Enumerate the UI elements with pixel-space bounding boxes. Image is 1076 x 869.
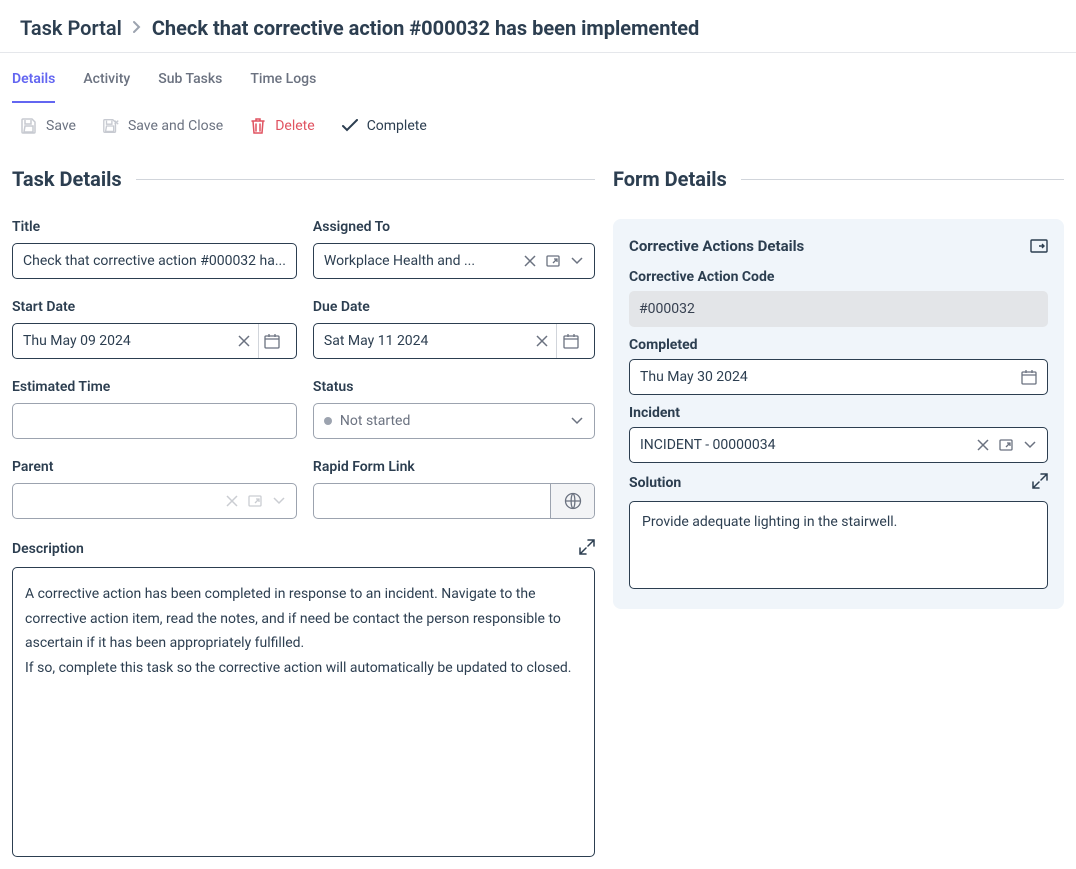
expand-icon[interactable] [579, 539, 595, 559]
completed-input[interactable]: Thu May 30 2024 [629, 359, 1048, 395]
link-label: Rapid Form Link [313, 459, 595, 475]
section-head-form: Form Details [613, 167, 1064, 191]
clear-icon[interactable] [238, 335, 250, 347]
chevron-down-icon[interactable] [1023, 440, 1037, 450]
complete-label: Complete [367, 118, 427, 134]
save-close-button[interactable]: Save and Close [102, 117, 223, 135]
globe-icon[interactable] [550, 484, 594, 518]
open-icon[interactable] [999, 439, 1013, 451]
toolbar: Save Save and Close Delete Complete [0, 103, 1076, 149]
start-label: Start Date [12, 299, 297, 315]
assigned-label: Assigned To [313, 219, 595, 235]
status-dot-icon [324, 417, 332, 425]
clear-icon[interactable] [977, 439, 989, 451]
panel-open-icon[interactable] [1030, 239, 1048, 253]
calendar-icon[interactable] [556, 324, 584, 358]
code-input: #000032 [629, 291, 1048, 327]
status-label: Status [313, 379, 595, 395]
est-label: Estimated Time [12, 379, 297, 395]
start-date-input[interactable]: Thu May 09 2024 [12, 323, 297, 359]
status-value: Not started [340, 413, 570, 429]
field-estimated: Estimated Time [12, 379, 297, 439]
tab-time-logs[interactable]: Time Logs [250, 71, 316, 103]
incident-label: Incident [629, 405, 1048, 421]
desc-label: Description [12, 541, 84, 557]
due-label: Due Date [313, 299, 595, 315]
delete-label: Delete [275, 118, 314, 134]
save-close-icon [102, 117, 120, 135]
chevron-down-icon[interactable] [272, 496, 286, 506]
description-box[interactable]: A corrective action has been completed i… [12, 567, 595, 857]
due-value: Sat May 11 2024 [324, 333, 536, 349]
form-panel: Corrective Actions Details Corrective Ac… [613, 219, 1064, 609]
section-divider [741, 179, 1064, 180]
chevron-down-icon[interactable] [570, 416, 584, 426]
chevron-down-icon[interactable] [570, 256, 584, 266]
incident-value: INCIDENT - 00000034 [640, 437, 977, 453]
task-details-col: Task Details Title Check that corrective… [12, 167, 595, 857]
save-icon [20, 117, 38, 135]
section-title-form: Form Details [613, 167, 727, 191]
assigned-input[interactable]: Workplace Health and ... [313, 243, 595, 279]
solution-label: Solution [629, 475, 681, 491]
solution-value: Provide adequate lighting in the stairwe… [642, 514, 897, 530]
tab-sub-tasks[interactable]: Sub Tasks [158, 71, 222, 103]
content: Task Details Title Check that corrective… [0, 149, 1076, 869]
parent-select[interactable] [12, 483, 297, 519]
field-status: Status Not started [313, 379, 595, 439]
calendar-icon[interactable] [1021, 369, 1037, 385]
expand-icon[interactable] [1032, 473, 1048, 493]
clear-icon[interactable] [524, 255, 536, 267]
clear-icon[interactable] [226, 495, 238, 507]
incident-select[interactable]: INCIDENT - 00000034 [629, 427, 1048, 463]
code-label: Corrective Action Code [629, 269, 1048, 285]
section-title-task: Task Details [12, 167, 122, 191]
tabs: Details Activity Sub Tasks Time Logs [0, 53, 1076, 103]
open-icon[interactable] [248, 495, 262, 507]
desc-p1: A corrective action has been completed i… [25, 582, 582, 656]
parent-label: Parent [12, 459, 297, 475]
solution-box[interactable]: Provide adequate lighting in the stairwe… [629, 501, 1048, 589]
tab-details[interactable]: Details [12, 71, 55, 103]
field-title: Title Check that corrective action #0000… [12, 219, 297, 279]
check-icon [341, 117, 359, 135]
link-input[interactable] [313, 483, 595, 519]
save-label: Save [46, 118, 76, 134]
title-value: Check that corrective action #000032 ha.… [23, 253, 286, 269]
field-parent: Parent [12, 459, 297, 519]
save-close-label: Save and Close [128, 118, 223, 134]
breadcrumb: Task Portal Check that corrective action… [0, 0, 1076, 53]
assigned-value: Workplace Health and ... [324, 253, 524, 269]
section-divider [136, 179, 595, 180]
chevron-right-icon [132, 19, 142, 38]
breadcrumb-current: Check that corrective action #000032 has… [152, 16, 699, 40]
code-value: #000032 [639, 301, 1038, 317]
form-panel-title: Corrective Actions Details [629, 237, 804, 255]
field-start-date: Start Date Thu May 09 2024 [12, 299, 297, 359]
start-value: Thu May 09 2024 [23, 333, 238, 349]
delete-button[interactable]: Delete [249, 117, 314, 135]
desc-p2: If so, complete this task so the correct… [25, 656, 582, 681]
clear-icon[interactable] [536, 335, 548, 347]
form-details-col: Form Details Corrective Actions Details … [613, 167, 1064, 857]
title-input[interactable]: Check that corrective action #000032 ha.… [12, 243, 297, 279]
complete-button[interactable]: Complete [341, 117, 427, 135]
field-due-date: Due Date Sat May 11 2024 [313, 299, 595, 359]
section-head-task: Task Details [12, 167, 595, 191]
estimated-input[interactable] [12, 403, 297, 439]
due-date-input[interactable]: Sat May 11 2024 [313, 323, 595, 359]
trash-icon [249, 117, 267, 135]
completed-value: Thu May 30 2024 [640, 369, 1021, 385]
save-button[interactable]: Save [20, 117, 76, 135]
open-icon[interactable] [546, 255, 560, 267]
title-label: Title [12, 219, 297, 235]
status-select[interactable]: Not started [313, 403, 595, 439]
calendar-icon[interactable] [258, 324, 286, 358]
field-assigned: Assigned To Workplace Health and ... [313, 219, 595, 279]
description-header: Description [12, 539, 595, 559]
breadcrumb-root[interactable]: Task Portal [20, 16, 122, 40]
tab-activity[interactable]: Activity [83, 71, 130, 103]
completed-label: Completed [629, 337, 1048, 353]
field-link: Rapid Form Link [313, 459, 595, 519]
